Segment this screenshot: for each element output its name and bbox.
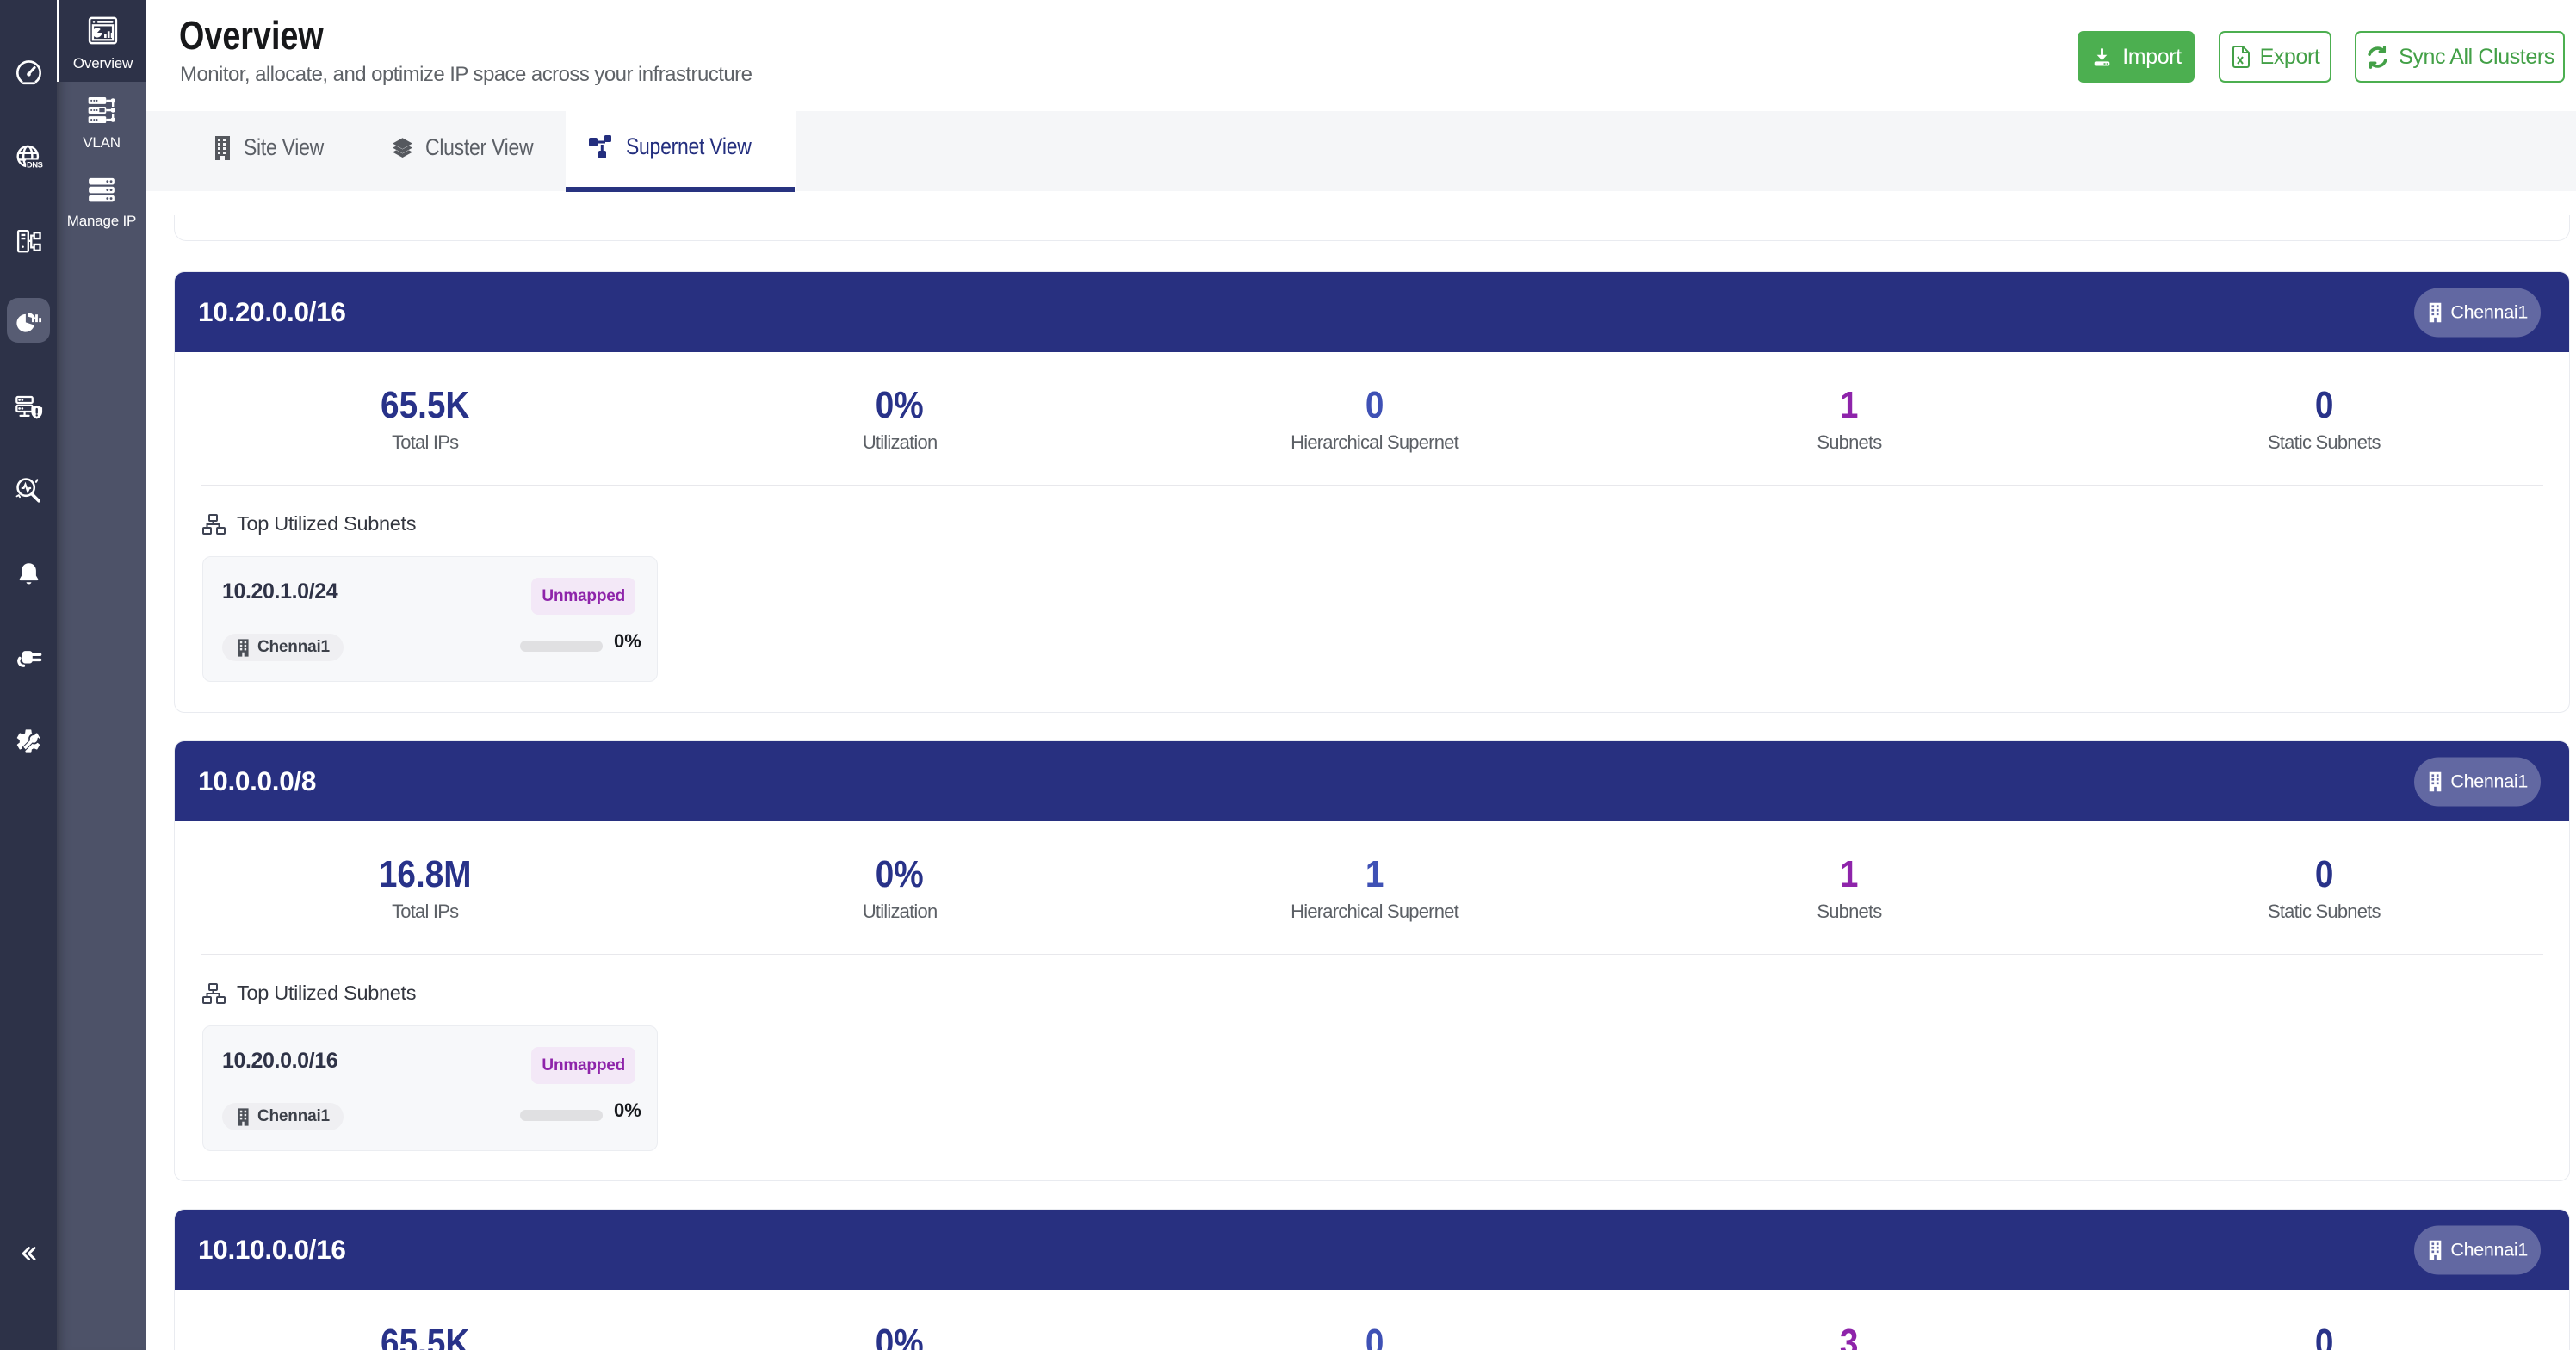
svg-text:DNS: DNS xyxy=(27,160,43,169)
